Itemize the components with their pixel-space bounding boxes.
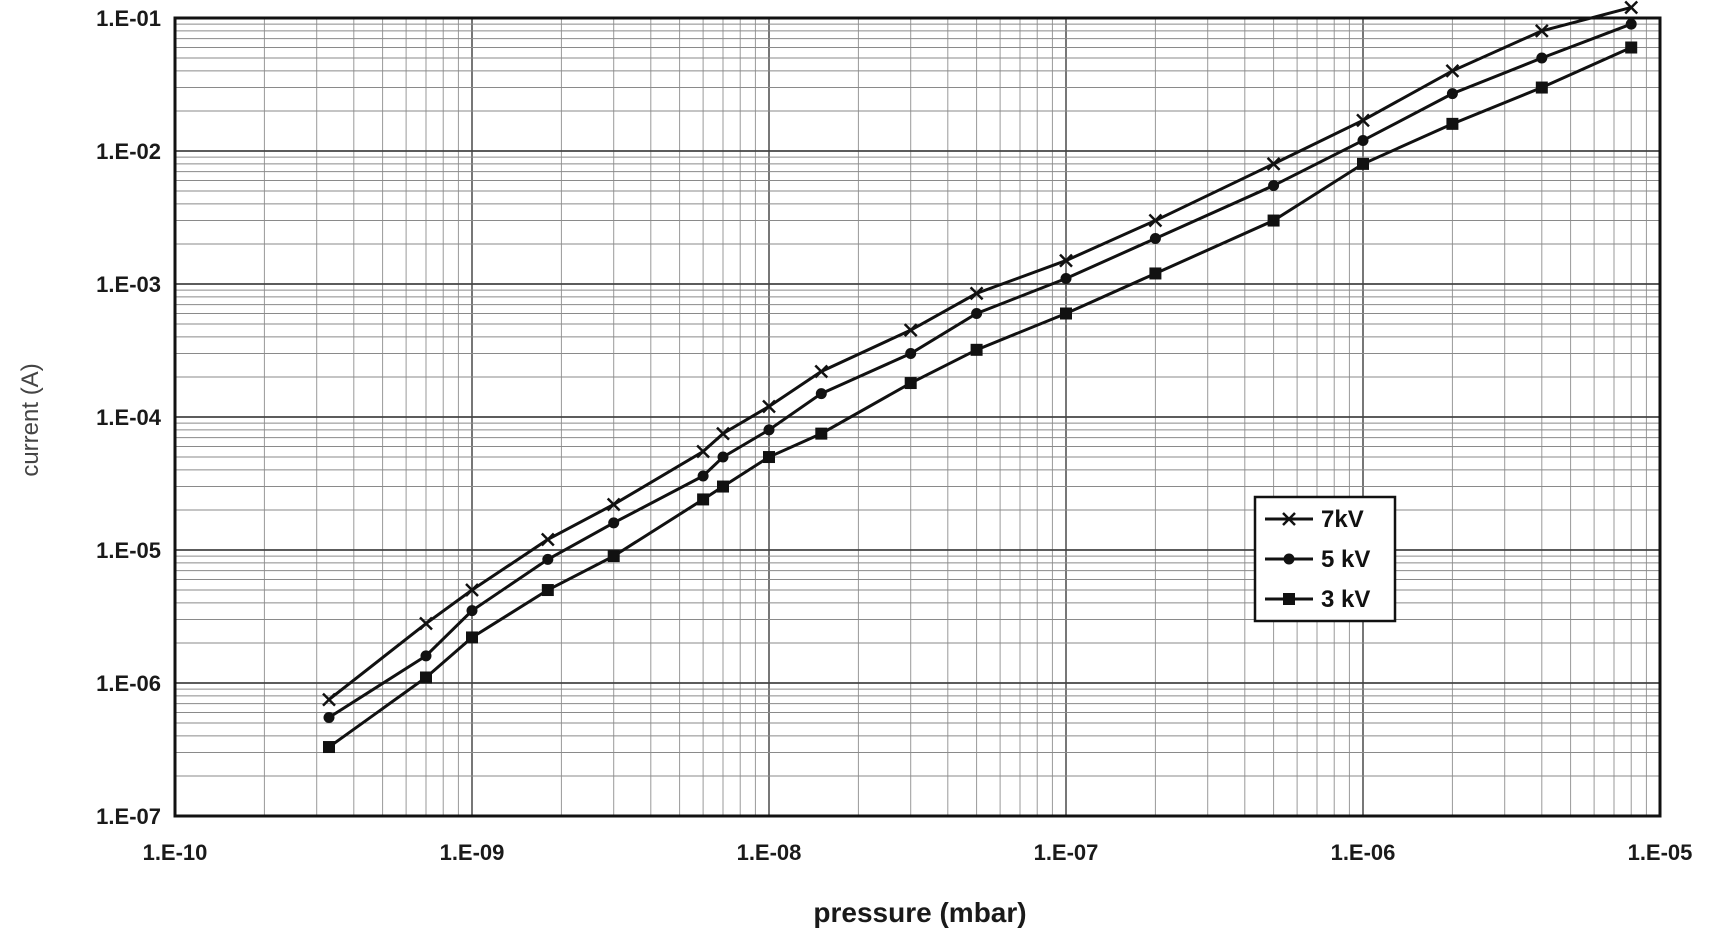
series-7kv bbox=[322, 0, 1639, 707]
series-5kv-line bbox=[328, 22, 1632, 719]
x-tick-label: 1.E-07 bbox=[1034, 840, 1099, 865]
series-3kv-point bbox=[1535, 81, 1548, 94]
series-3kv-point bbox=[466, 631, 478, 644]
series-3kv bbox=[322, 41, 1638, 754]
series-5kv-point bbox=[1625, 18, 1637, 30]
series-7kv-point bbox=[419, 616, 433, 631]
x-tick-label: 1.E-10 bbox=[143, 840, 208, 865]
series-5kv-point bbox=[1357, 134, 1369, 146]
x-tick-label: 1.E-05 bbox=[1628, 840, 1693, 865]
legend-3kv-point bbox=[1283, 593, 1295, 605]
series-5kv-point bbox=[971, 308, 983, 320]
x-tick-label: 1.E-09 bbox=[440, 840, 505, 865]
series-5kv-point bbox=[1446, 88, 1458, 100]
y-tick-label: 1.E-03 bbox=[96, 272, 161, 297]
series-3kv-point bbox=[697, 493, 710, 506]
y-tick-label: 1.E-06 bbox=[96, 671, 161, 696]
series-5kv bbox=[323, 18, 1637, 724]
series-7kv-point bbox=[903, 323, 918, 338]
series-5kv-point bbox=[1060, 272, 1072, 284]
series-7kv-point bbox=[762, 399, 776, 414]
series-7kv-point bbox=[606, 497, 621, 512]
series-7kv-point bbox=[696, 444, 710, 459]
series-7kv-point bbox=[1534, 24, 1549, 38]
legend-5kv-label: 5 kV bbox=[1321, 546, 1370, 573]
series-3kv-line bbox=[328, 46, 1632, 749]
series-layer bbox=[322, 0, 1639, 754]
series-3kv-point bbox=[1357, 157, 1369, 170]
series-5kv-point bbox=[763, 424, 775, 436]
series-3kv-point bbox=[904, 377, 917, 390]
series-7kv-point bbox=[969, 286, 984, 301]
x-tick-label: 1.E-06 bbox=[1331, 840, 1396, 865]
series-7kv-point bbox=[1059, 253, 1073, 268]
legend-5kv-point bbox=[1283, 553, 1295, 565]
series-7kv-point bbox=[1148, 213, 1163, 228]
series-7kv-point bbox=[716, 426, 730, 441]
series-5kv-point bbox=[542, 553, 554, 565]
x-axis-title: pressure (mbar) bbox=[813, 897, 1026, 928]
legend-7kv-point bbox=[1282, 512, 1296, 526]
series-3kv-point bbox=[716, 480, 729, 493]
y-tick-label: 1.E-01 bbox=[96, 6, 161, 31]
y-tick-label: 1.E-04 bbox=[96, 405, 162, 430]
series-7kv-point bbox=[1356, 113, 1370, 128]
series-5kv-point bbox=[323, 712, 335, 724]
series-5kv-point bbox=[697, 470, 709, 482]
axes: 1.E-10 1.E-09 1.E-08 1.E-07 1.E-06 1.E-05 1.E-… bbox=[96, 6, 1692, 865]
series-3kv-point bbox=[541, 584, 554, 597]
series-3kv-point bbox=[1446, 117, 1459, 130]
plot-frame bbox=[173, 16, 1662, 818]
series-3kv-point bbox=[970, 343, 983, 356]
y-tick-label: 1.E-07 bbox=[96, 804, 161, 829]
legend-7kv-label: 7kV bbox=[1321, 506, 1364, 533]
series-3kv-point bbox=[1149, 267, 1162, 280]
series-5kv-point bbox=[717, 451, 729, 463]
series-5kv-point bbox=[1536, 52, 1548, 64]
legend-3kv-label: 3 kV bbox=[1321, 586, 1370, 613]
series-5kv-point bbox=[1268, 180, 1280, 192]
series-3kv-point bbox=[1267, 214, 1280, 227]
y-axis-title: current (A) bbox=[17, 363, 44, 476]
legend: 7kV 5 kV 3 kV bbox=[1253, 495, 1397, 623]
grid bbox=[174, 18, 1660, 817]
series-3kv-point bbox=[607, 550, 620, 563]
series-3kv-point bbox=[1060, 307, 1072, 320]
series-7kv-point bbox=[322, 692, 336, 707]
series-7kv-point bbox=[1445, 64, 1460, 78]
series-7kv-point bbox=[1266, 157, 1281, 171]
series-7kv-point bbox=[540, 532, 555, 547]
series-3kv-point bbox=[815, 427, 828, 440]
series-5kv-point bbox=[420, 650, 432, 662]
series-7kv-point bbox=[1624, 0, 1639, 15]
series-3kv-point bbox=[322, 741, 335, 754]
series-5kv-point bbox=[466, 605, 478, 617]
series-3kv-point bbox=[419, 671, 432, 684]
series-7kv-point bbox=[465, 583, 479, 597]
series-5kv-point bbox=[1149, 232, 1161, 244]
y-tick-label: 1.E-02 bbox=[96, 139, 161, 164]
series-5kv-point bbox=[608, 517, 620, 529]
series-3kv-point bbox=[763, 451, 775, 464]
series-5kv-point bbox=[815, 388, 827, 400]
series-7kv-line bbox=[328, 6, 1632, 701]
series-7kv-point bbox=[814, 364, 829, 379]
series-5kv-point bbox=[905, 348, 917, 360]
x-tick-label: 1.E-08 bbox=[737, 840, 802, 865]
series-3kv-point bbox=[1625, 41, 1638, 54]
y-tick-label: 1.E-05 bbox=[96, 538, 161, 563]
